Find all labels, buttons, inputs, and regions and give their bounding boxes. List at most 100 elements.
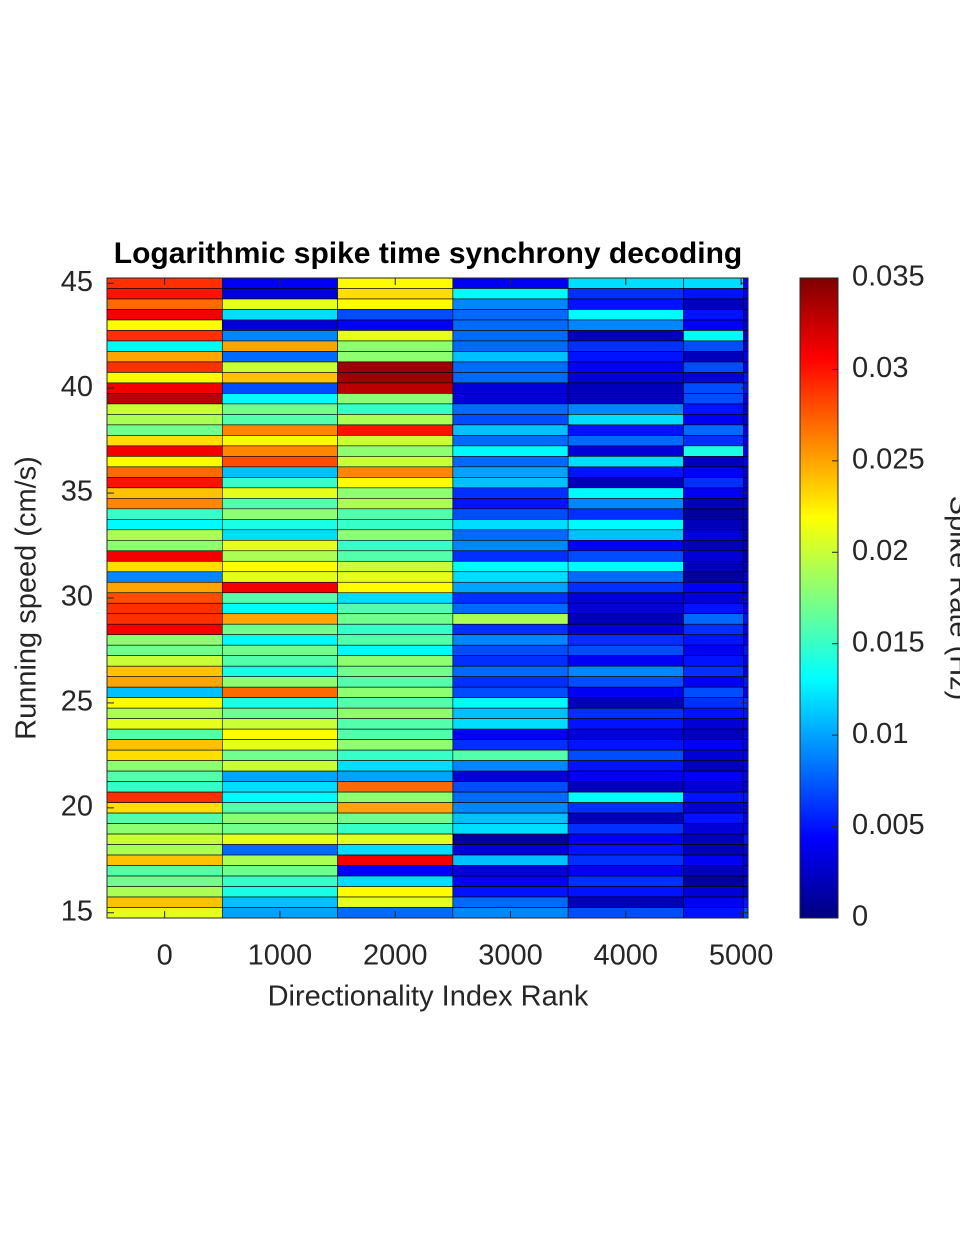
heatmap-cell <box>337 466 454 478</box>
heatmap-cell <box>683 655 744 667</box>
heatmap-cell <box>452 550 569 562</box>
heatmap-cell <box>683 330 744 342</box>
heatmap-cell <box>337 393 454 405</box>
heatmap-cell <box>221 875 338 887</box>
heatmap-cell <box>743 372 749 384</box>
y-tick-label: 45 <box>61 266 93 298</box>
heatmap-cell <box>337 749 454 761</box>
heatmap-cell <box>452 613 569 625</box>
heatmap-cell <box>221 519 338 531</box>
heatmap-cell <box>743 623 749 636</box>
heatmap-cell <box>337 403 454 415</box>
heatmap-cell <box>221 498 338 510</box>
heatmap-cell <box>221 403 338 415</box>
heatmap-cell <box>221 728 338 740</box>
heatmap-cell <box>106 403 223 415</box>
heatmap-cell <box>221 833 338 845</box>
heatmap-cell <box>106 560 223 573</box>
heatmap-cell <box>452 361 569 373</box>
heatmap-cell <box>683 424 744 436</box>
y-axis-label: Running speed (cm/s) <box>11 456 43 740</box>
heatmap-cell <box>743 330 749 342</box>
heatmap-cell <box>567 424 684 436</box>
heatmap-cell <box>683 571 744 583</box>
heatmap-cell <box>337 770 454 782</box>
heatmap-cell <box>683 351 744 363</box>
y-tick-label: 30 <box>61 581 93 613</box>
heatmap-cell <box>221 823 338 835</box>
heatmap-cell <box>683 697 744 709</box>
heatmap-cell <box>567 340 684 352</box>
heatmap-cell <box>337 865 454 877</box>
heatmap-cell <box>221 655 338 667</box>
heatmap-cell <box>337 288 454 300</box>
heatmap-cell <box>221 602 338 615</box>
heatmap-cell <box>106 571 223 583</box>
heatmap-cell <box>337 802 454 814</box>
heatmap-cell <box>567 560 684 573</box>
heatmap-cell <box>106 833 223 845</box>
heatmap-cell <box>337 592 454 604</box>
colorbar-tick-label: 0.005 <box>852 809 925 841</box>
heatmap-cell <box>743 309 749 321</box>
heatmap-cell <box>337 686 454 698</box>
heatmap-cell <box>683 907 744 919</box>
heatmap-cell <box>743 728 749 740</box>
heatmap-cell <box>452 288 569 300</box>
heatmap-cell <box>452 728 569 740</box>
heatmap-cell <box>567 886 684 898</box>
heatmap-cell <box>452 298 569 310</box>
heatmap-cell <box>106 424 223 436</box>
heatmap-cell <box>106 466 223 478</box>
heatmap-cell <box>567 791 684 803</box>
heatmap-cell <box>683 592 744 604</box>
y-tick-label: 15 <box>61 895 93 927</box>
heatmap-cell <box>106 330 223 342</box>
heatmap-cell <box>221 456 338 468</box>
heatmap-cell <box>683 739 744 751</box>
heatmap-cell <box>683 414 744 426</box>
heatmap-cell <box>337 319 454 331</box>
heatmap-cell <box>106 718 223 730</box>
heatmap-cell <box>221 372 338 384</box>
heatmap-cell <box>221 393 338 405</box>
heatmap-cell <box>452 896 569 908</box>
heatmap-cell <box>683 875 744 887</box>
heatmap-cell <box>452 414 569 426</box>
heatmap-cell <box>337 445 454 457</box>
heatmap-cell <box>337 487 454 499</box>
heatmap-cell <box>337 728 454 740</box>
heatmap-cell <box>683 760 744 772</box>
heatmap-cell <box>567 445 684 457</box>
heatmap-cell <box>221 854 338 866</box>
heatmap-cell <box>106 665 223 677</box>
heatmap-cell <box>221 707 338 719</box>
heatmap-cell <box>337 330 454 342</box>
heatmap-cell <box>452 581 569 594</box>
heatmap-cell <box>743 519 749 531</box>
heatmap-cell <box>106 707 223 719</box>
heatmap-cell <box>106 487 223 499</box>
heatmap-cell <box>452 602 569 615</box>
heatmap-cell <box>337 414 454 426</box>
heatmap-cell <box>221 319 338 331</box>
heatmap-cell <box>221 749 338 761</box>
heatmap-cell <box>567 655 684 667</box>
heatmap-cell <box>743 749 749 761</box>
heatmap-cell <box>221 288 338 300</box>
heatmap-cell <box>452 739 569 751</box>
heatmap-cell <box>743 403 749 415</box>
heatmap-cell <box>567 718 684 730</box>
heatmap-cell <box>337 477 454 489</box>
heatmap-cell <box>221 865 338 877</box>
heatmap-cell <box>221 539 338 552</box>
heatmap-cell <box>683 508 744 520</box>
heatmap-cell <box>452 508 569 520</box>
heatmap-cell <box>452 875 569 887</box>
heatmap-cell <box>106 676 223 688</box>
heatmap-cell <box>337 644 454 657</box>
heatmap-cell <box>452 623 569 636</box>
heatmap-cell <box>567 414 684 426</box>
heatmap-cell <box>337 508 454 520</box>
heatmap-cell <box>683 382 744 394</box>
